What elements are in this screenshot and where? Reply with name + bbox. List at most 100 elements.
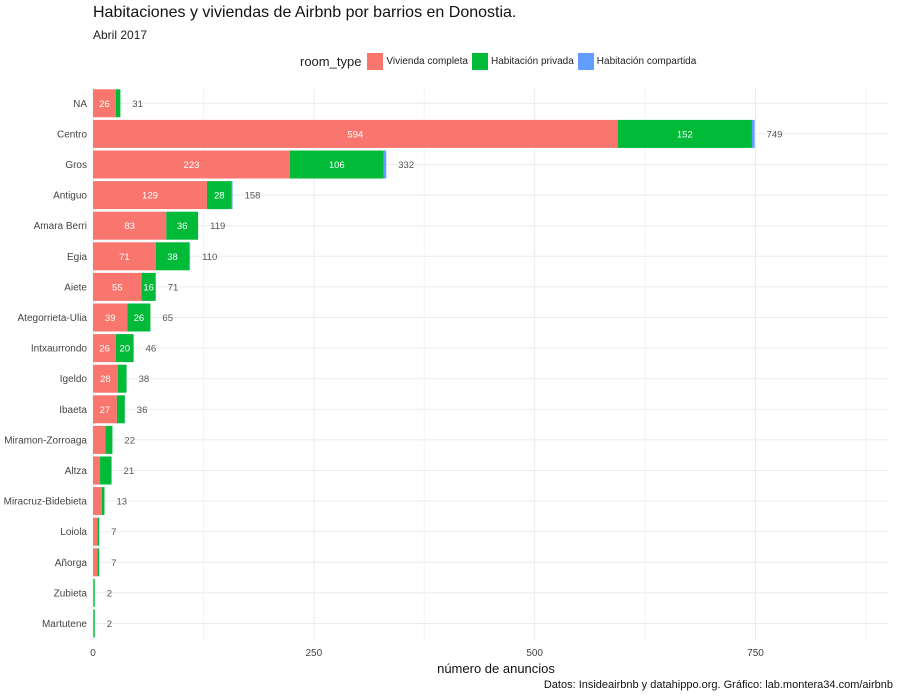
bar-segment (116, 395, 125, 424)
legend-item-habitacion-compartida: Habitación compartida (577, 52, 697, 70)
category-label: Intxaurrondo (31, 344, 88, 355)
total-value-label: 71 (168, 282, 179, 293)
total-value-label: 119 (210, 221, 225, 232)
category-label: Miracruz-Bidebieta (4, 497, 88, 508)
bar-segment (189, 242, 191, 271)
legend-label: Vivienda completa (386, 55, 468, 67)
bar-segment (93, 425, 106, 454)
category-label: Altza (65, 466, 88, 477)
category-label: NA (73, 99, 87, 110)
bar-segment (166, 211, 199, 240)
bar-segment (289, 150, 384, 179)
segment-value-label: 152 (677, 129, 693, 140)
bar-segment (617, 119, 752, 148)
segment-value-label: 106 (329, 160, 345, 171)
gridlines (92, 88, 888, 640)
bar-segment (93, 364, 118, 393)
legend-item-habitacion-privada: Habitación privada (471, 52, 574, 70)
bar-segment (93, 211, 167, 240)
total-value-label: 749 (767, 129, 783, 140)
bar-segment (93, 181, 207, 210)
x-tick-label: 500 (526, 648, 543, 659)
segment-value-label: 223 (184, 160, 200, 171)
segment-value-label: 129 (142, 191, 158, 202)
bar-segment (231, 181, 233, 210)
bar-segment (383, 150, 387, 179)
bar-segment (93, 242, 156, 271)
x-axis-label: número de anuncios (437, 661, 555, 676)
category-label: Ategorrieta-Ulia (18, 313, 88, 324)
category-label: Añorga (55, 558, 88, 569)
bar-segment (93, 119, 618, 148)
bar-segment (97, 517, 100, 546)
category-label: Loiola (60, 527, 87, 538)
bar-segment (93, 548, 98, 577)
bar-segment (751, 119, 755, 148)
bar-segment (127, 303, 151, 332)
segment-value-label: 26 (99, 99, 110, 110)
total-value-label: 7 (111, 558, 116, 569)
segment-value-label: 26 (99, 344, 110, 355)
total-value-label: 110 (202, 252, 217, 263)
bar-segment (93, 334, 116, 363)
chart-title: Habitaciones y viviendas de Airbnb por b… (93, 4, 517, 21)
legend-swatch (471, 52, 488, 70)
segment-value-label: 36 (177, 221, 188, 232)
segment-value-label: 26 (134, 313, 145, 324)
bar-segment (93, 609, 94, 638)
segment-value-label: 38 (167, 252, 178, 263)
category-label: Zubieta (54, 588, 88, 599)
total-value-label: 158 (245, 191, 261, 202)
bar-segment (141, 272, 156, 301)
category-label: Ibaeta (59, 405, 87, 416)
x-tick-label: 750 (747, 648, 764, 659)
total-value-label: 31 (132, 99, 143, 110)
category-label: Centro (57, 129, 87, 140)
bar-segment (93, 272, 142, 301)
legend-item-vivienda-completa: Vivienda completa (367, 52, 468, 70)
total-value-label: 38 (139, 374, 150, 385)
bar-segment (105, 425, 113, 454)
bar-segment (117, 364, 127, 393)
segment-value-label: 71 (119, 252, 130, 263)
bar-segment (115, 334, 134, 363)
legend-swatch (577, 52, 594, 70)
segment-value-label: 28 (100, 374, 111, 385)
segment-value-label: 28 (214, 191, 225, 202)
legend-label: Habitación compartida (596, 55, 697, 67)
category-label: Aiete (64, 282, 87, 293)
bar-segment (101, 487, 105, 516)
legend-label: Habitación privada (490, 55, 574, 67)
bar-segment (115, 89, 121, 118)
bar-segment (93, 487, 102, 516)
category-label: Igeldo (60, 374, 88, 385)
bar-segment (93, 303, 128, 332)
category-label: Miramon-Zorroaga (4, 435, 87, 446)
total-value-label: 46 (146, 344, 157, 355)
category-labels: NA Centro Gros Antiguo Amara Berri Egia Aiete A… (4, 99, 88, 630)
category-label: Egia (67, 252, 87, 263)
segment-value-label: 55 (112, 282, 123, 293)
category-label: Antiguo (53, 191, 87, 202)
segment-value-label: 83 (124, 221, 135, 232)
total-value-label: 13 (116, 497, 127, 508)
x-tick-label: 250 (305, 648, 322, 659)
category-label: Martutene (42, 619, 87, 630)
total-value-label: 2 (107, 619, 112, 630)
bar-segment (93, 456, 101, 485)
bar-segment (93, 517, 98, 546)
total-value-label: 2 (107, 588, 112, 599)
bar-segment (206, 181, 232, 210)
legend: room_type Vivienda completa Habitación p… (300, 52, 700, 70)
bar-segment (93, 150, 290, 179)
chart-subtitle: Abril 2017 (93, 28, 148, 42)
legend-swatch (367, 52, 384, 70)
bar-segment (93, 578, 95, 607)
total-value-label: 332 (398, 160, 414, 171)
legend-title: room_type (300, 53, 362, 69)
bar-segment (93, 89, 116, 118)
chart-caption: Datos: Insideairbnb y datahippo.org. Grá… (543, 679, 893, 691)
segment-value-label: 594 (347, 129, 363, 140)
